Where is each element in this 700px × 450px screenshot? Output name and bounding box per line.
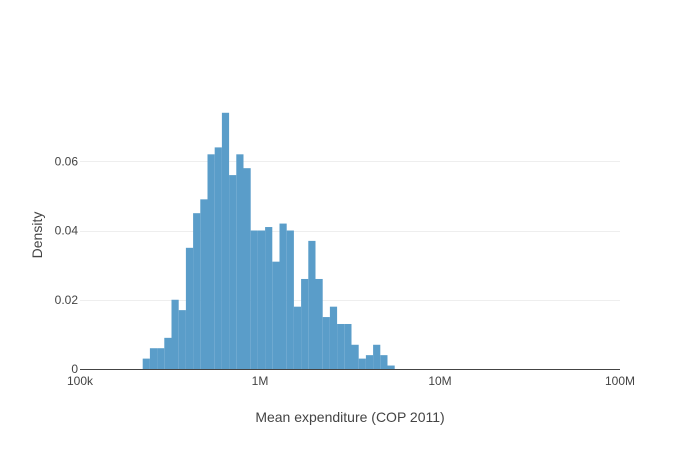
- histogram-bar: [257, 230, 266, 369]
- histogram-bar: [373, 344, 381, 369]
- histogram-bar: [329, 306, 338, 369]
- histogram-bar: [142, 358, 150, 369]
- histogram-bar: [229, 175, 237, 369]
- histogram-bar: [387, 365, 395, 369]
- histogram-bar: [337, 323, 345, 369]
- histogram-bar: [315, 278, 323, 369]
- y-tick-label: 0.06: [55, 154, 79, 168]
- x-tick-label: 100k: [67, 374, 94, 388]
- histogram-bars: [142, 112, 395, 370]
- x-axis-ticks: 100k 1M 10M 100M: [67, 374, 635, 388]
- histogram-bar: [293, 306, 302, 369]
- histogram-bar: [272, 261, 280, 369]
- histogram-bar: [185, 247, 194, 369]
- y-tick-label: 0.02: [55, 293, 79, 307]
- histogram-bar: [157, 348, 165, 369]
- y-tick-label: 0.04: [55, 224, 79, 238]
- histogram-bar: [243, 168, 251, 369]
- histogram-bar: [301, 278, 309, 369]
- histogram-bar: [365, 355, 374, 369]
- histogram-bar: [265, 227, 273, 369]
- histogram-bar: [214, 147, 222, 369]
- histogram-bar: [286, 230, 294, 369]
- y-axis-ticks: 0 0.02 0.04 0.06: [55, 154, 79, 376]
- histogram-bar: [149, 348, 158, 369]
- histogram-bar: [207, 154, 215, 369]
- histogram-bar: [344, 323, 352, 369]
- histogram-bar: [351, 344, 359, 369]
- x-tick-label: 100M: [605, 374, 635, 388]
- histogram-bar: [358, 358, 366, 369]
- histogram-bar: [178, 310, 186, 369]
- y-tick-label: 0: [71, 362, 78, 376]
- x-tick-label: 1M: [252, 374, 269, 388]
- x-tick-label: 10M: [428, 374, 451, 388]
- histogram-bar: [236, 154, 244, 369]
- histogram-bar: [380, 355, 388, 369]
- histogram-bar: [193, 213, 201, 369]
- histogram-bar: [164, 337, 172, 369]
- y-axis-title: Density: [29, 212, 45, 259]
- histogram-bar: [279, 223, 287, 369]
- histogram-bar: [322, 317, 330, 369]
- histogram-bar: [250, 230, 258, 369]
- histogram-bar: [308, 240, 316, 369]
- histogram-bar: [221, 112, 230, 370]
- x-axis-title: Mean expenditure (COP 2011): [255, 409, 444, 425]
- gridlines: [80, 161, 620, 301]
- histogram-bar: [200, 199, 208, 369]
- histogram-bar: [171, 299, 179, 369]
